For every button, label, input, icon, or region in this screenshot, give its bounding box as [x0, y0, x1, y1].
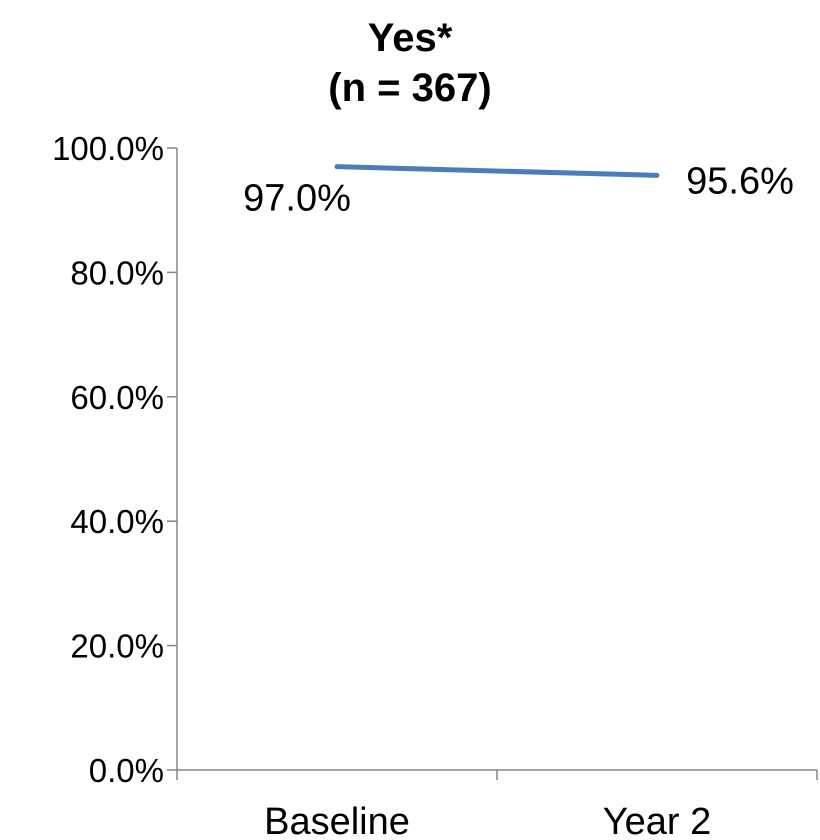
series-line [334, 164, 660, 178]
x-tick-label: Year 2 [603, 801, 711, 840]
x-tick-label: Baseline [264, 801, 410, 840]
data-label: 95.6% [686, 160, 794, 202]
data-label: 97.0% [243, 178, 351, 220]
y-tick-label: 20.0% [70, 628, 164, 665]
y-tick-label: 40.0% [70, 503, 164, 540]
y-tick-label: 80.0% [70, 254, 164, 291]
y-tick-label: 100.0% [52, 130, 164, 167]
chart-subtitle: (n = 367) [328, 66, 492, 110]
y-tick-label: 0.0% [89, 752, 164, 789]
y-tick-label: 60.0% [70, 379, 164, 416]
chart-title: Yes* [367, 16, 453, 60]
